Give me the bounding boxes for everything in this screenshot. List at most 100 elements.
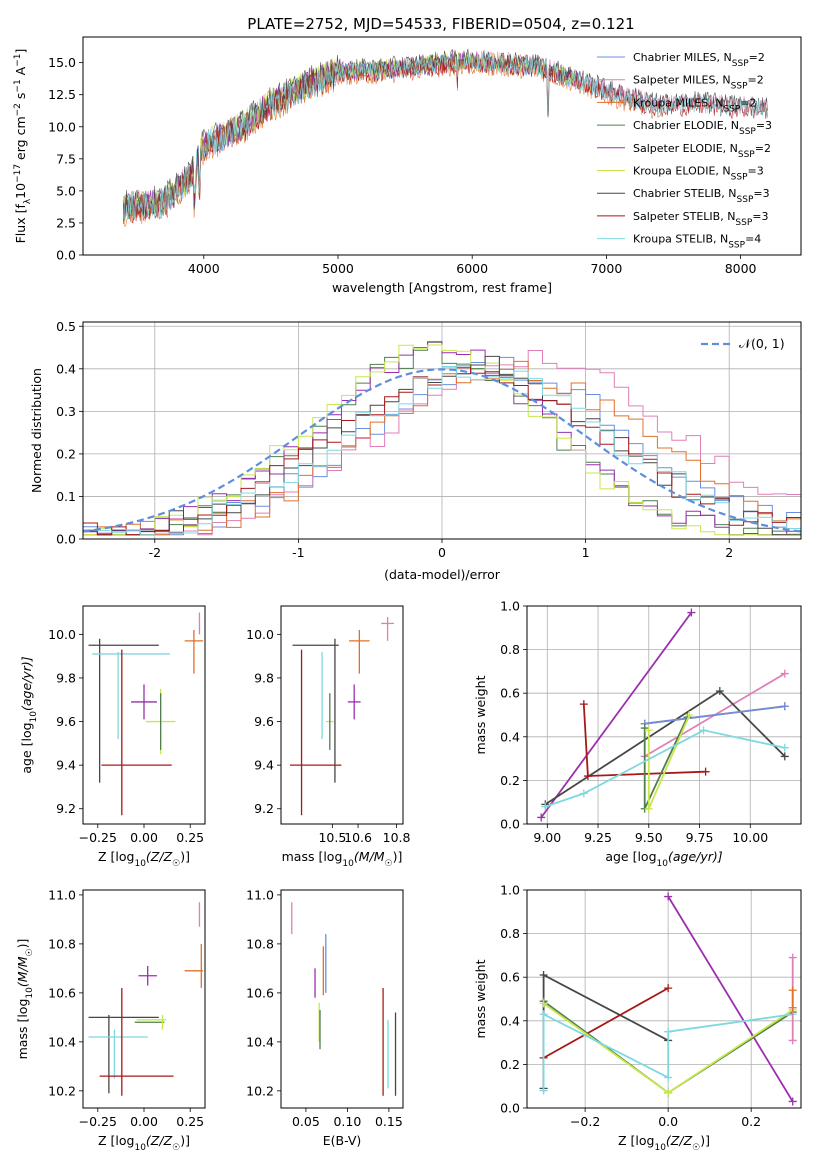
y-tick-label: 0.0	[56, 532, 76, 547]
weight-series	[667, 896, 794, 1102]
x-tick-label: -2	[149, 545, 161, 560]
y-tick-label: 10.0	[48, 627, 76, 642]
y-tick-label: 10.8	[48, 936, 76, 951]
axes-mass_vs_Z: −0.25 0.00 0.25 10.2 10.4 10.6 10.8 11.0 Z [log1…	[15, 887, 206, 1153]
y-tick-label: 10.0	[48, 119, 76, 134]
weight-series	[647, 714, 691, 810]
y-tick-label: 7.5	[56, 151, 76, 166]
y-tick-label: 9.4	[254, 758, 274, 773]
x-axis-label: E(B-V)	[323, 1133, 362, 1148]
weight-marker	[664, 1073, 673, 1082]
weight-marker	[780, 743, 789, 752]
y-tick-label: 9.8	[56, 670, 76, 685]
axes-frame	[82, 889, 206, 1109]
x-axis-label: Z [log10(Z/Z☉)]	[98, 849, 190, 869]
axes-weight_vs_age: 9.00 9.25 9.50 9.75 10.00 0.0 0.2 0.4 0.6 0.8 1.0 a…	[473, 599, 802, 869]
axes-frame	[82, 605, 206, 825]
y-tick-label: 9.4	[56, 758, 76, 773]
weight-marker	[537, 813, 546, 822]
x-tick-label: 0.05	[292, 1114, 320, 1129]
figure-title: PLATE=2752, MJD=54533, FIBERID=0504, z=0…	[247, 15, 634, 33]
x-tick-label: 0	[438, 545, 446, 560]
x-tick-label: 8000	[725, 261, 757, 276]
y-tick-label: 0.6	[500, 970, 520, 985]
plot-area	[527, 606, 801, 824]
y-tick-label: 10.6	[48, 985, 76, 1000]
x-tick-label: 6000	[456, 261, 488, 276]
y-tick-label: 0.8	[500, 926, 520, 941]
y-tick-label: 12.5	[48, 87, 76, 102]
x-tick-label: 10.00	[732, 830, 768, 845]
y-tick-label: 0.2	[500, 773, 520, 788]
x-tick-label: 10.8	[383, 830, 411, 845]
x-axis-label: Z [log10(Z/Z☉)]	[98, 1133, 190, 1153]
legend-label: Salpeter STELIB, NSSP=3	[633, 210, 769, 228]
y-tick-label: 2.5	[56, 215, 76, 230]
plot-area	[291, 902, 397, 1096]
weight-marker	[788, 1036, 797, 1045]
y-axis-label: mass weight	[473, 675, 488, 754]
y-tick-label: 0.3	[56, 404, 76, 419]
weight-marker	[780, 669, 789, 678]
plot-area	[88, 902, 204, 1096]
axes-frame	[82, 321, 802, 540]
weight-marker	[701, 767, 710, 776]
axes-mass_vs_ebv: 0.05 0.10 0.15 10.2 10.4 10.6 10.8 11.0 E(B-V)	[246, 887, 404, 1148]
y-tick-label: 9.2	[56, 801, 76, 816]
weight-series	[540, 611, 693, 819]
x-tick-label: 0.25	[176, 1114, 204, 1129]
y-tick-label: 11.0	[246, 887, 274, 902]
histogram-series	[83, 344, 801, 536]
y-tick-label: 9.6	[56, 714, 76, 729]
y-tick-label: 9.2	[254, 801, 274, 816]
y-tick-label: 0.0	[56, 248, 76, 263]
axes-frame	[280, 889, 404, 1109]
weight-marker	[583, 772, 592, 781]
legend-label: Chabrier MILES, NSSP=2	[633, 51, 765, 69]
weight-marker	[640, 724, 649, 733]
weight-series	[543, 987, 669, 1059]
y-tick-label: 0.8	[500, 642, 520, 657]
y-tick-label: 1.0	[500, 883, 520, 898]
x-tick-label: 0.10	[333, 1114, 361, 1129]
x-tick-label: −0.25	[79, 830, 117, 845]
y-tick-label: 10.4	[246, 1034, 274, 1049]
y-tick-label: 11.0	[48, 887, 76, 902]
y-tick-label: 0.0	[500, 1101, 520, 1116]
y-axis-label: Flux [fλ10−17 erg cm−2 s−1 A−1]	[13, 49, 33, 244]
axes-frame	[82, 36, 802, 256]
plot-layer: 4000 5000 6000 7000 80000.02.55.07.510.012.5…	[13, 36, 802, 1153]
weight-marker	[664, 1088, 673, 1097]
x-tick-label: 9.25	[584, 830, 612, 845]
plot-area	[289, 616, 395, 816]
legend-label: Salpeter MILES, NSSP=2	[633, 74, 764, 92]
weight-marker	[539, 971, 548, 980]
y-axis-label: Normed distribution	[29, 368, 44, 493]
plot-area	[83, 322, 801, 539]
weight-marker	[664, 892, 673, 901]
y-tick-label: 0.5	[56, 319, 76, 334]
weight-marker	[788, 1097, 797, 1106]
weight-series	[542, 973, 669, 1089]
x-tick-label: -1	[292, 545, 304, 560]
x-axis-label: mass [log10(M/M☉)]	[282, 849, 403, 869]
x-tick-label: 0.2	[741, 1114, 761, 1129]
x-tick-label: 0.0	[658, 1114, 678, 1129]
weight-marker	[788, 953, 797, 962]
y-tick-label: 1.0	[500, 599, 520, 614]
histogram-series	[83, 341, 801, 536]
weight-marker	[687, 608, 696, 617]
x-tick-label: 0.00	[130, 830, 158, 845]
y-tick-label: 9.8	[254, 670, 274, 685]
weight-marker	[788, 986, 797, 995]
x-tick-label: 9.50	[635, 830, 663, 845]
weight-marker	[715, 687, 724, 696]
x-tick-label: 2	[725, 545, 733, 560]
y-tick-label: 0.4	[500, 729, 520, 744]
weight-marker	[579, 700, 588, 709]
y-tick-label: 5.0	[56, 183, 76, 198]
y-tick-label: 10.4	[48, 1034, 76, 1049]
weight-marker	[539, 999, 548, 1008]
x-tick-label: 9.75	[686, 830, 714, 845]
